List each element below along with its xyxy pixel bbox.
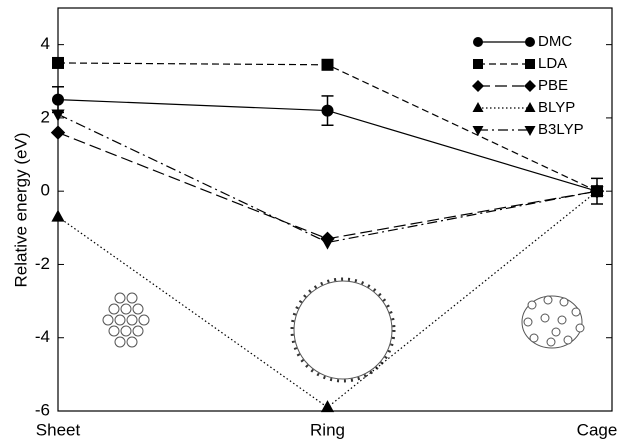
marker — [51, 210, 64, 222]
marker — [322, 105, 334, 117]
marker — [52, 57, 64, 69]
legend-label: PBE — [538, 77, 568, 94]
y-tick-label: 4 — [41, 34, 50, 53]
legend-label: DMC — [538, 33, 572, 50]
legend-marker — [525, 126, 536, 136]
legend-marker — [525, 59, 535, 69]
series-line — [58, 114, 597, 242]
legend-label: LDA — [538, 55, 567, 72]
marker — [52, 94, 64, 106]
legend-marker — [473, 37, 483, 47]
marker — [51, 125, 65, 139]
x-tick-label: Ring — [310, 420, 345, 439]
legend-label: BLYP — [538, 99, 575, 116]
legend-marker — [473, 126, 484, 136]
series-line — [58, 191, 597, 407]
legend-marker — [473, 102, 484, 112]
x-tick-label: Cage — [577, 420, 618, 439]
legend-marker — [524, 80, 536, 92]
y-tick-label: -2 — [35, 254, 50, 273]
x-tick-label: Sheet — [36, 420, 81, 439]
marker — [322, 59, 334, 71]
y-tick-label: 0 — [41, 181, 50, 200]
y-tick-label: 2 — [41, 107, 50, 126]
y-axis-label: Relative energy (eV) — [11, 133, 30, 288]
chart: Relative energy (eV) -6 -4 -2 0 2 4 Sheet Ring C… — [0, 0, 621, 441]
series-line — [58, 133, 597, 239]
legend-marker — [472, 80, 484, 92]
cage-structure — [522, 296, 584, 348]
legend-label: B3LYP — [538, 121, 584, 138]
y-tick-label: -6 — [35, 400, 50, 419]
series-line — [58, 63, 597, 191]
sheet-structure — [103, 293, 149, 347]
y-tick-label: -4 — [35, 327, 50, 346]
marker — [321, 400, 334, 412]
marker — [321, 238, 334, 250]
legend-marker — [525, 37, 535, 47]
legend-marker — [473, 59, 483, 69]
page: {"chart_data": {"type": "line", "y_label… — [0, 0, 621, 441]
legend-marker — [525, 102, 536, 112]
marker — [51, 109, 64, 121]
